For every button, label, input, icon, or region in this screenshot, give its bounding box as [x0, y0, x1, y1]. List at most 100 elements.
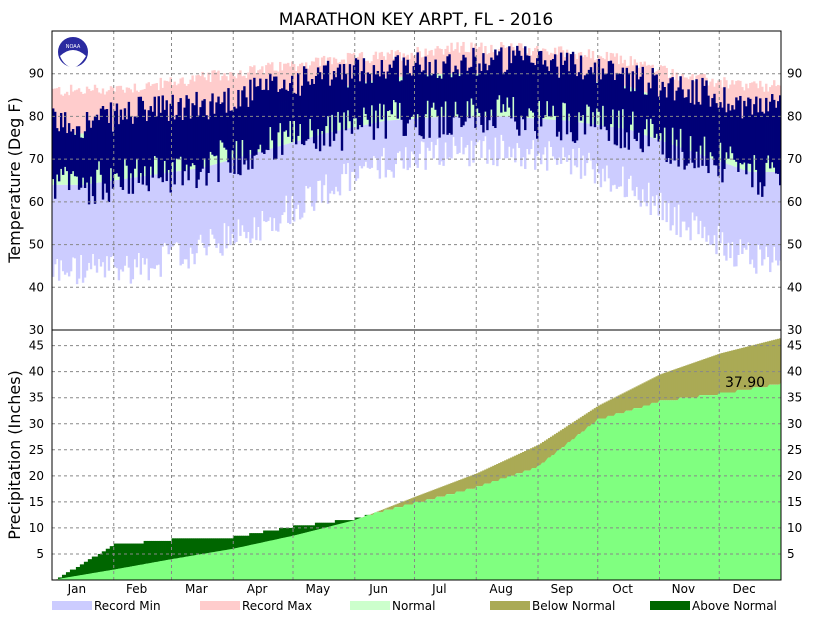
record-min-bar — [587, 123, 591, 153]
record-min-bar — [181, 170, 184, 264]
record-min-bar — [468, 116, 471, 167]
below-normal-bar — [607, 400, 611, 416]
below-normal-bar — [474, 473, 477, 489]
record-max-bar — [298, 63, 302, 98]
record-max-bar — [438, 48, 441, 75]
observed-bar — [699, 104, 702, 146]
record-min-bar — [773, 171, 776, 247]
record-min-bar — [330, 131, 334, 191]
month-tick-label: Jan — [67, 582, 87, 596]
above-normal-bar — [97, 553, 101, 573]
temp-tick-label-left: 80 — [29, 109, 44, 123]
below-normal-bar — [753, 344, 756, 388]
record-max-bar — [639, 61, 642, 91]
record-max-bar — [534, 47, 537, 76]
below-normal-bar — [526, 450, 529, 471]
observed-bar — [452, 71, 455, 118]
above-normal-bar — [73, 569, 77, 577]
record-min-bar — [498, 116, 501, 160]
below-normal-bar — [502, 461, 505, 479]
record-min-bar — [629, 129, 633, 176]
observed-bar — [340, 79, 344, 151]
record-max-bar — [197, 74, 200, 122]
below-normal-bar — [649, 379, 652, 406]
above-normal-bar — [81, 564, 85, 575]
below-normal-bar — [454, 481, 457, 495]
record-min-bar — [743, 169, 746, 248]
record-max-bar — [93, 84, 97, 133]
below-normal-bar — [615, 396, 619, 414]
observed-bar — [296, 73, 300, 136]
above-normal-bar — [197, 538, 200, 555]
record-max-bar — [95, 87, 99, 133]
observed-bar — [500, 47, 503, 113]
above-normal-bar — [287, 527, 290, 538]
above-normal-bar — [209, 538, 212, 553]
record-min-bar — [354, 126, 358, 181]
observed-bar — [506, 69, 509, 98]
observed-bar — [320, 79, 324, 131]
observed-bar — [127, 101, 131, 194]
above-normal-bar — [57, 577, 61, 579]
below-normal-bar — [490, 466, 493, 484]
record-max-bar — [191, 75, 194, 123]
below-normal-bar — [701, 359, 704, 396]
below-normal-bar — [711, 356, 714, 396]
above-normal-bar — [289, 527, 292, 537]
record-min-bar — [639, 133, 642, 207]
below-normal-bar — [563, 427, 567, 448]
above-normal-bar — [117, 543, 121, 569]
observed-bar — [619, 73, 623, 149]
observed-bar — [735, 97, 738, 162]
below-normal-bar — [522, 451, 525, 474]
record-min-bar — [89, 183, 93, 270]
record-min-bar — [524, 117, 527, 169]
above-normal-bar — [358, 517, 362, 519]
record-min-bar — [619, 128, 623, 187]
record-min-bar — [304, 138, 308, 186]
month-tick-label: Aug — [489, 582, 512, 596]
observed-bar — [567, 71, 571, 114]
record-min-bar — [233, 158, 236, 244]
record-min-bar — [677, 146, 680, 205]
record-min-bar — [502, 116, 505, 141]
below-normal-bar — [426, 492, 429, 500]
below-normal-bar — [609, 399, 613, 416]
record-max-bar — [585, 56, 589, 81]
record-min-bar — [384, 120, 388, 178]
below-normal-bar — [462, 478, 465, 492]
record-max-bar — [231, 72, 234, 115]
below-normal-bar — [669, 370, 672, 401]
record-min-bar — [123, 178, 127, 266]
record-max-bar — [454, 49, 457, 74]
observed-bar — [597, 58, 601, 112]
record-max-bar — [412, 55, 415, 76]
above-normal-bar — [115, 543, 119, 570]
observed-bar — [79, 137, 83, 188]
below-normal-bar — [398, 502, 401, 508]
observed-bar — [215, 102, 218, 156]
below-normal-bar — [420, 494, 423, 502]
record-min-bar — [514, 116, 517, 163]
record-max-bar — [647, 64, 650, 94]
observed-bar — [279, 89, 282, 124]
record-max-bar — [207, 72, 210, 120]
record-max-bar — [775, 86, 778, 125]
observed-bar — [115, 103, 119, 174]
precip-tick-label-right: 40 — [787, 365, 802, 379]
below-normal-bar — [571, 422, 575, 440]
above-normal-bar — [354, 517, 358, 521]
above-normal-bar — [177, 538, 180, 559]
above-normal-bar — [161, 540, 164, 561]
below-normal-bar — [504, 460, 507, 479]
above-normal-bar — [183, 538, 186, 558]
observed-bar — [193, 105, 196, 166]
above-normal-bar — [350, 520, 354, 522]
temp-tick-label-right: 80 — [787, 109, 802, 123]
record-min-bar — [605, 126, 609, 166]
record-min-bar — [418, 118, 421, 154]
record-max-bar — [547, 54, 551, 77]
grid-lines — [52, 31, 781, 580]
observed-bar — [362, 58, 366, 108]
observed-bar — [474, 56, 477, 129]
